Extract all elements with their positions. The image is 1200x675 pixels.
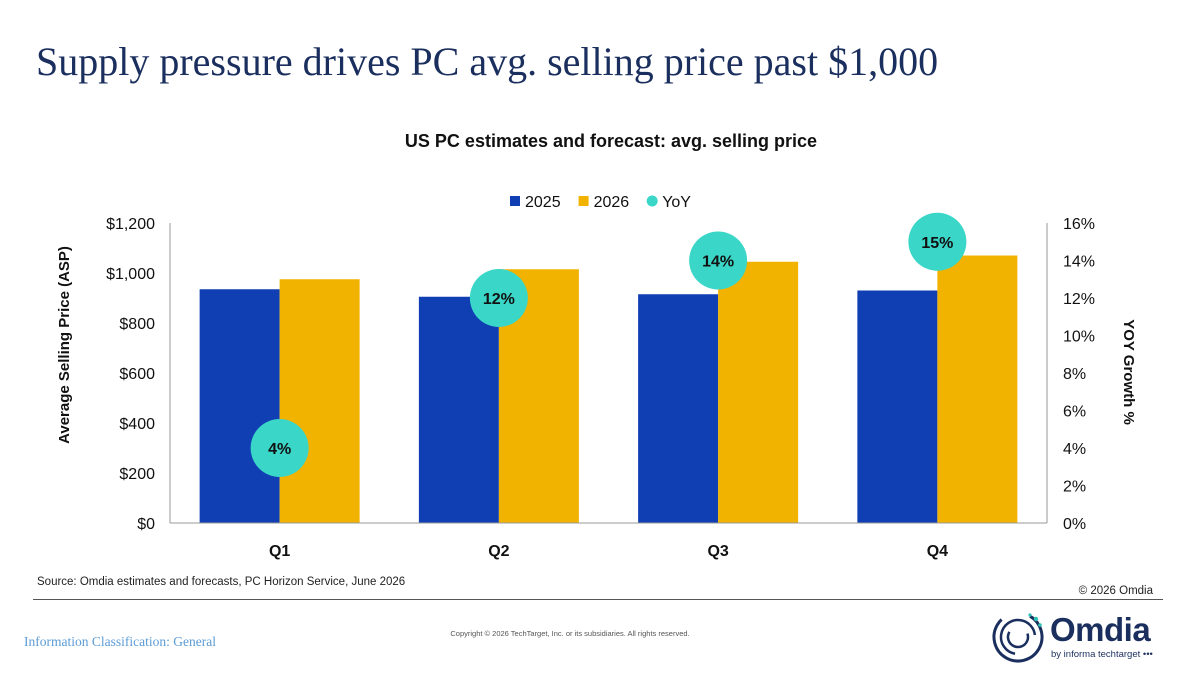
page-title: Supply pressure drives PC avg. selling p… <box>36 39 939 84</box>
y2-axis-title: YOY Growth % <box>1120 319 1137 425</box>
y-tick-label: $1,200 <box>106 216 155 233</box>
y-tick-label: $200 <box>119 466 155 483</box>
yoy-point-q3 <box>689 231 748 290</box>
omdia-logo-icon <box>992 611 1044 663</box>
yoy-point-q1 <box>250 419 309 477</box>
legend-marker-yoy <box>646 195 658 207</box>
bar-2026-q3 <box>718 261 799 523</box>
omdia-wordmark: Omdia <box>1050 611 1151 648</box>
classification-label: Information Classification: General <box>24 634 216 649</box>
x-tick-label: Q2 <box>488 543 509 560</box>
bar-2026-q4 <box>937 255 1018 523</box>
y2-tick-label: 6% <box>1063 404 1086 421</box>
y2-tick-label: 0% <box>1063 516 1086 533</box>
yoy-point-q4 <box>908 212 967 271</box>
yoy-data-label: 15% <box>921 235 953 252</box>
yoy-data-label: 4% <box>268 441 291 458</box>
legend-label-2026: 2026 <box>594 194 630 211</box>
bar-2025-q4 <box>857 290 938 523</box>
y-tick-label: $400 <box>119 416 155 433</box>
y-tick-label: $800 <box>119 316 155 333</box>
y2-tick-label: 12% <box>1063 291 1095 308</box>
chart-title: US PC estimates and forecast: avg. selli… <box>404 131 818 151</box>
chart-copyright: © 2026 Omdia <box>1078 585 1153 597</box>
bar-2025-q3 <box>638 294 719 523</box>
yoy-data-label: 12% <box>483 291 515 308</box>
footer-copyright: Copyright © 2026 TechTarget, Inc. or its… <box>450 629 690 638</box>
y2-tick-label: 8% <box>1063 366 1086 383</box>
y-axis-title: Average Selling Price (ASP) <box>56 246 73 444</box>
legend-label-2025: 2025 <box>525 194 561 211</box>
y2-tick-label: 2% <box>1063 479 1086 496</box>
y-tick-label: $0 <box>137 516 155 533</box>
legend-marker-2025 <box>510 196 520 206</box>
bar-2025-q1 <box>199 289 280 523</box>
yoy-data-label: 14% <box>702 254 734 271</box>
legend-label-yoy: YoY <box>662 194 691 211</box>
y-tick-label: $1,000 <box>106 266 155 283</box>
legend-marker-2026 <box>578 196 589 206</box>
bar-2026-q1 <box>279 279 360 523</box>
omdia-tagline: by informa techtarget ••• <box>1051 649 1153 660</box>
x-tick-label: Q3 <box>707 543 728 560</box>
footer-divider <box>33 599 1163 600</box>
y2-tick-label: 10% <box>1063 329 1095 346</box>
source-note: Source: Omdia estimates and forecasts, P… <box>37 576 406 588</box>
asp-bar-chart: $0 $200 $400 $600 $800 $1,000 $1,200 0% 2% 4% 6% 8%… <box>56 194 1137 560</box>
omdia-logo: Omdia by informa techtarget ••• <box>990 609 1165 664</box>
y2-tick-label: 4% <box>1063 441 1086 458</box>
yoy-point-q2 <box>469 269 528 327</box>
bar-2025-q2 <box>418 296 499 523</box>
y-tick-label: $600 <box>119 366 155 383</box>
x-tick-label: Q4 <box>927 543 948 560</box>
x-tick-label: Q1 <box>269 543 290 560</box>
y2-tick-label: 16% <box>1063 216 1095 233</box>
y2-tick-label: 14% <box>1063 254 1095 271</box>
